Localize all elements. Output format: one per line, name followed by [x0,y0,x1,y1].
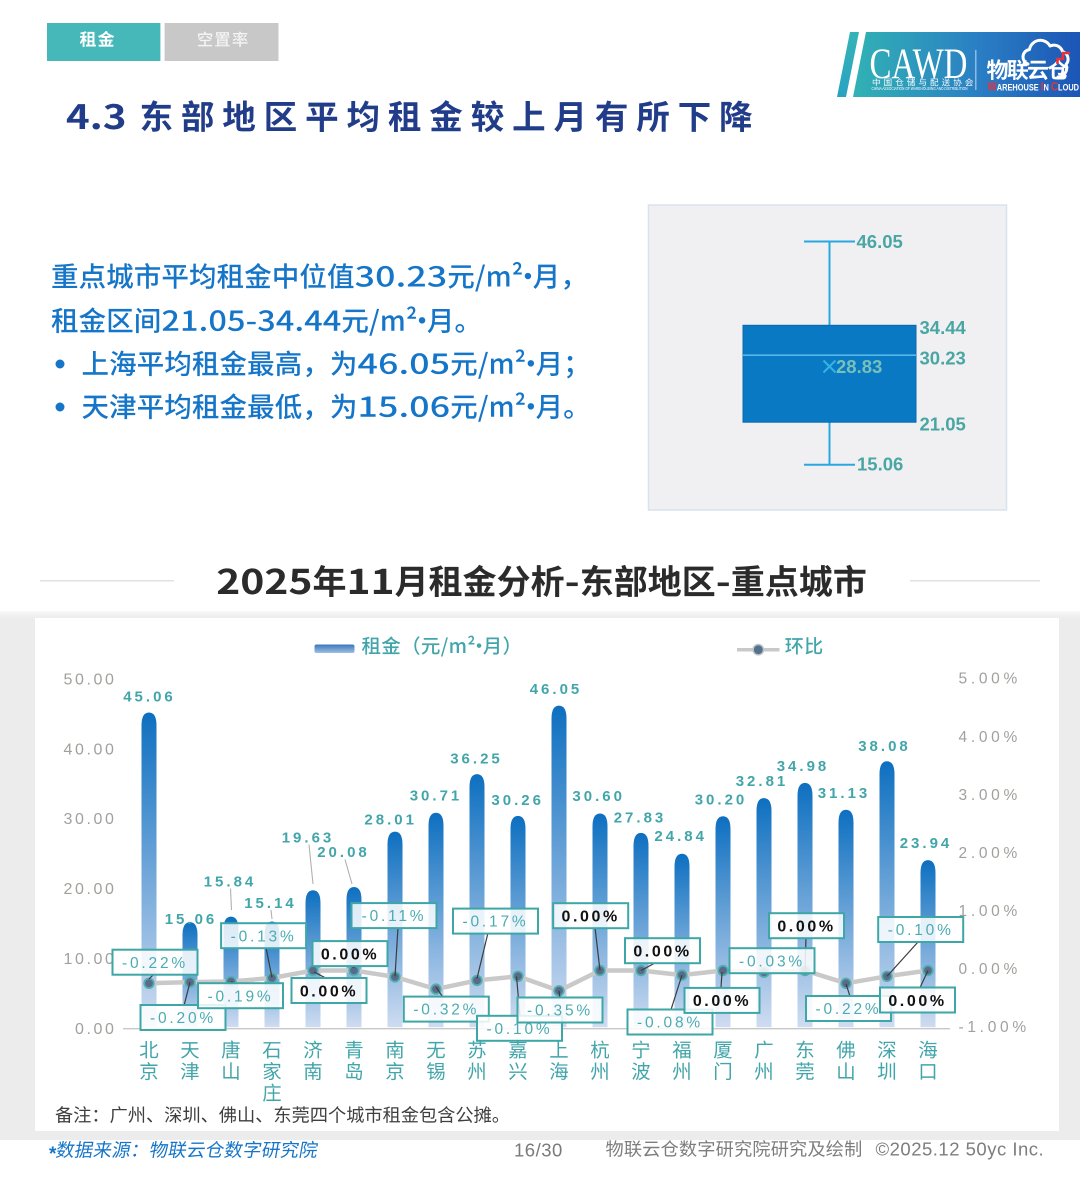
svg-text:©2025.12 50yc Inc.: ©2025.12 50yc Inc. [876,1139,1045,1160]
svg-text:30.23: 30.23 [920,347,966,368]
svg-text:19.63: 19.63 [282,830,335,847]
svg-text:-0.35%: -0.35% [527,1003,593,1020]
svg-text:32.81: 32.81 [736,773,789,790]
svg-text:34.44: 34.44 [920,317,967,338]
svg-text:2.00%: 2.00% [959,845,1021,862]
svg-text:15.06: 15.06 [165,911,218,928]
svg-text:1.00%: 1.00% [959,903,1021,920]
svg-text:20.08: 20.08 [317,844,370,861]
svg-text:36.25: 36.25 [450,751,503,768]
svg-text:46.05: 46.05 [857,231,903,252]
svg-text:38.08: 38.08 [858,738,911,755]
svg-text:4.00%: 4.00% [959,729,1021,746]
svg-text:0.00%: 0.00% [562,909,620,926]
svg-text:40.00: 40.00 [63,741,116,758]
svg-text:-0.22%: -0.22% [816,1001,882,1018]
svg-text:15.06: 15.06 [857,454,903,475]
svg-text:WAREHOUSE IN CLOUD: WAREHOUSE IN CLOUD [988,80,1080,94]
svg-text:-0.22%: -0.22% [122,955,188,972]
svg-text:23.94: 23.94 [900,835,953,852]
svg-text:15.14: 15.14 [244,895,297,912]
svg-text:28.01: 28.01 [364,812,417,829]
svg-text:0.00%: 0.00% [959,961,1021,978]
svg-text:16/30: 16/30 [514,1140,563,1161]
svg-text:30.00: 30.00 [63,811,116,828]
svg-text:-0.10%: -0.10% [888,922,954,939]
svg-text:0.00%: 0.00% [888,993,946,1010]
svg-text:34.98: 34.98 [777,758,830,775]
svg-text:*: * [49,1144,57,1165]
svg-text:-0.17%: -0.17% [463,914,529,931]
svg-text:15.84: 15.84 [204,873,257,890]
svg-text:20.00: 20.00 [63,881,116,898]
svg-text:45.06: 45.06 [123,689,176,706]
svg-text:-0.13%: -0.13% [231,928,297,945]
svg-text:-0.19%: -0.19% [208,988,274,1005]
svg-text:30.71: 30.71 [410,787,463,804]
svg-text:-0.20%: -0.20% [150,1010,216,1027]
svg-text:-0.11%: -0.11% [362,908,427,925]
svg-text:-0.03%: -0.03% [739,953,805,970]
svg-text:30.60: 30.60 [572,788,625,805]
svg-text:28.83: 28.83 [836,356,882,377]
svg-text:31.13: 31.13 [818,785,871,802]
svg-text:0.00%: 0.00% [633,944,691,961]
svg-text:10.00: 10.00 [63,951,116,968]
svg-text:0.00%: 0.00% [300,983,358,1000]
svg-text:0.00%: 0.00% [321,946,379,963]
svg-text:0.00: 0.00 [75,1021,117,1038]
svg-text:-0.08%: -0.08% [637,1015,703,1032]
svg-text:5.00%: 5.00% [959,671,1021,688]
svg-text:0.00%: 0.00% [777,919,835,936]
svg-text:30.26: 30.26 [491,792,544,809]
svg-text:3.00%: 3.00% [959,787,1021,804]
svg-text:-0.32%: -0.32% [413,1002,479,1019]
svg-text:27.83: 27.83 [614,809,667,826]
svg-text:CAWD: CAWD [870,41,968,88]
svg-text:46.05: 46.05 [530,681,583,698]
svg-text:-0.10%: -0.10% [487,1021,553,1038]
svg-text:30.20: 30.20 [695,792,748,809]
svg-text:-1.00%: -1.00% [959,1019,1030,1036]
svg-text:CHINA ASSOCIATION OF WAREHOUSI: CHINA ASSOCIATION OF WAREHOUSING AND DIS… [872,86,968,91]
svg-text:21.05: 21.05 [920,413,966,434]
svg-text:50.00: 50.00 [63,672,116,689]
svg-text:0.00%: 0.00% [693,993,751,1010]
svg-text:24.84: 24.84 [654,828,707,845]
